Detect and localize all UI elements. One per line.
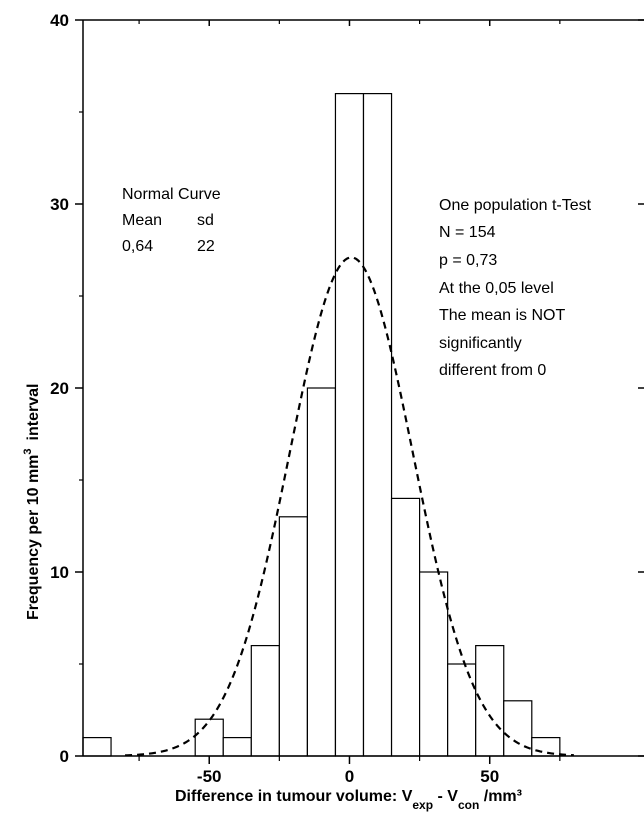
histogram-bar — [278, 516, 309, 757]
ttest-line: At the 0,05 level — [439, 280, 554, 297]
histogram-bar — [390, 497, 421, 757]
histogram-bar — [194, 718, 224, 757]
ttest-line: N = 154 — [439, 224, 496, 241]
histogram-bar — [82, 736, 112, 757]
y-axis-title: Frequency per 10 mm3interval — [22, 384, 42, 620]
histogram-bar — [475, 644, 505, 757]
normal-curve-legend: Normal Curve Mean sd 0,64 22 — [122, 186, 221, 255]
ttest-line: p = 0,73 — [439, 252, 497, 269]
axes — [75, 19, 644, 764]
y-tick-label: 30 — [50, 195, 69, 214]
tick-labels: 0 10 20 30 40 -50 0 50 — [50, 11, 499, 786]
y-tick-label: 40 — [50, 11, 69, 30]
histogram-bar — [250, 644, 280, 757]
ttest-line: One population t-Test — [439, 197, 592, 214]
histogram-bar — [334, 92, 365, 757]
legend-mean-label: Mean — [122, 212, 162, 229]
y-tick-label: 20 — [50, 379, 69, 398]
histogram-bar — [362, 92, 393, 757]
histogram-bar — [306, 387, 337, 757]
histogram-bars — [82, 92, 561, 757]
histogram-bar — [531, 736, 561, 757]
legend-mean-value: 0,64 — [122, 238, 153, 255]
ttest-line: The mean is NOT — [439, 307, 565, 324]
histogram-bar — [419, 571, 449, 757]
ttest-annotation: One population t-Test N = 154 p = 0,73 A… — [439, 197, 592, 379]
y-tick-label: 0 — [60, 747, 69, 766]
x-tick-label: 0 — [345, 767, 354, 786]
y-tick-label: 10 — [50, 563, 69, 582]
ttest-line: different from 0 — [439, 362, 546, 379]
legend-sd-label: sd — [197, 212, 214, 229]
x-tick-label: 50 — [480, 767, 499, 786]
legend-sd-value: 22 — [197, 238, 215, 255]
legend-title: Normal Curve — [122, 186, 221, 203]
normal-curve-line — [125, 256, 574, 757]
ttest-line: significantly — [439, 335, 522, 352]
x-axis-title: Difference in tumour volume: Vexp - Vcon… — [175, 788, 522, 812]
histogram-bar — [222, 736, 252, 757]
x-tick-label: -50 — [197, 767, 222, 786]
histogram-bar — [447, 663, 477, 757]
